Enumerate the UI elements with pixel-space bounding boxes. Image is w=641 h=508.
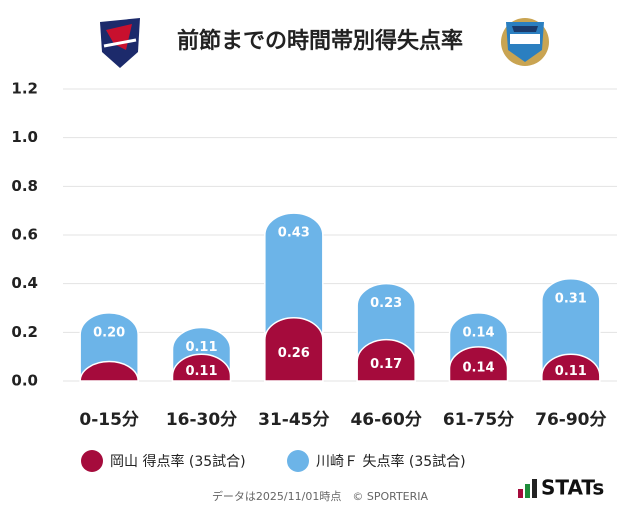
bar: [356, 338, 416, 382]
data-label: 0.43: [278, 226, 310, 241]
data-label: 0.23: [370, 296, 402, 311]
y-tick-label: 0.6: [11, 226, 38, 244]
y-tick-label: 1.0: [11, 128, 38, 146]
home-logo: [100, 18, 140, 68]
x-tick-label: 61-75分: [443, 410, 514, 430]
bar: [541, 278, 601, 382]
data-label: 0.11: [185, 340, 217, 355]
y-tick-label: 0.4: [11, 274, 38, 292]
brand-logo: [518, 479, 537, 498]
y-tick-label: 0.8: [11, 177, 38, 195]
bar: [264, 317, 324, 382]
x-tick-label: 0-15分: [79, 410, 139, 430]
data-label: 0.17: [370, 357, 402, 372]
data-label: 0.31: [555, 291, 587, 306]
data-label: 0.14: [462, 325, 494, 340]
footnote: データは2025/11/01時点 © SPORTERIA: [212, 489, 429, 503]
legend-label: 岡山 得点率 (35試合): [110, 453, 246, 470]
y-tick-label: 0.2: [11, 323, 38, 341]
y-tick-label: 1.2: [11, 80, 38, 98]
legend-swatch: [287, 450, 309, 472]
legend-label: 川崎Ｆ 失点率 (35試合): [316, 453, 466, 470]
x-tick-label: 16-30分: [166, 410, 237, 430]
bar: [79, 360, 139, 382]
bar: [448, 346, 509, 382]
bar: [541, 353, 601, 382]
away-logo: [501, 18, 549, 66]
data-label: 0.11: [185, 364, 217, 379]
data-label: 0.26: [278, 346, 310, 361]
data-label: 0.11: [555, 364, 587, 379]
data-label: 0.14: [462, 360, 494, 375]
x-tick-label: 46-60分: [350, 410, 421, 430]
legend-swatch: [81, 450, 103, 472]
bar: [171, 353, 232, 382]
chart-title: 前節までの時間帯別得失点率: [177, 28, 463, 54]
data-label: 0.20: [93, 325, 125, 340]
y-tick-label: 0.0: [11, 372, 38, 390]
brand: STATs: [541, 476, 604, 500]
x-tick-label: 31-45分: [258, 410, 329, 430]
x-tick-label: 76-90分: [535, 410, 606, 430]
